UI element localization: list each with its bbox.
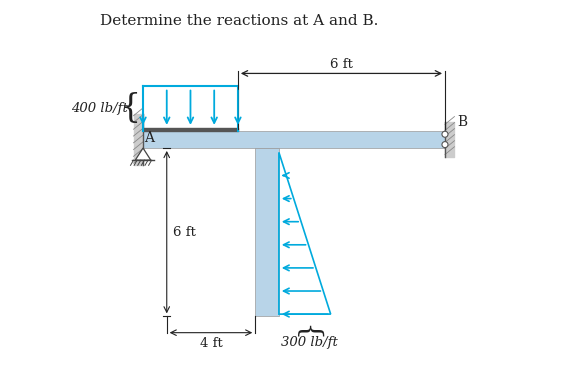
- FancyBboxPatch shape: [255, 148, 279, 316]
- Text: Determine the reactions at A and B.: Determine the reactions at A and B.: [100, 14, 378, 28]
- Text: 6 ft: 6 ft: [173, 226, 196, 239]
- Text: 300 lb/ft: 300 lb/ft: [280, 336, 338, 349]
- Circle shape: [442, 142, 448, 148]
- Text: 4 ft: 4 ft: [199, 337, 222, 350]
- FancyBboxPatch shape: [143, 131, 445, 148]
- Text: B: B: [457, 115, 467, 129]
- Text: 400 lb/ft: 400 lb/ft: [71, 102, 128, 115]
- Text: 6 ft: 6 ft: [330, 58, 353, 71]
- Text: {: {: [119, 92, 141, 124]
- Circle shape: [442, 131, 448, 137]
- Text: }: }: [296, 318, 323, 336]
- Text: A: A: [144, 131, 154, 145]
- Polygon shape: [135, 148, 151, 160]
